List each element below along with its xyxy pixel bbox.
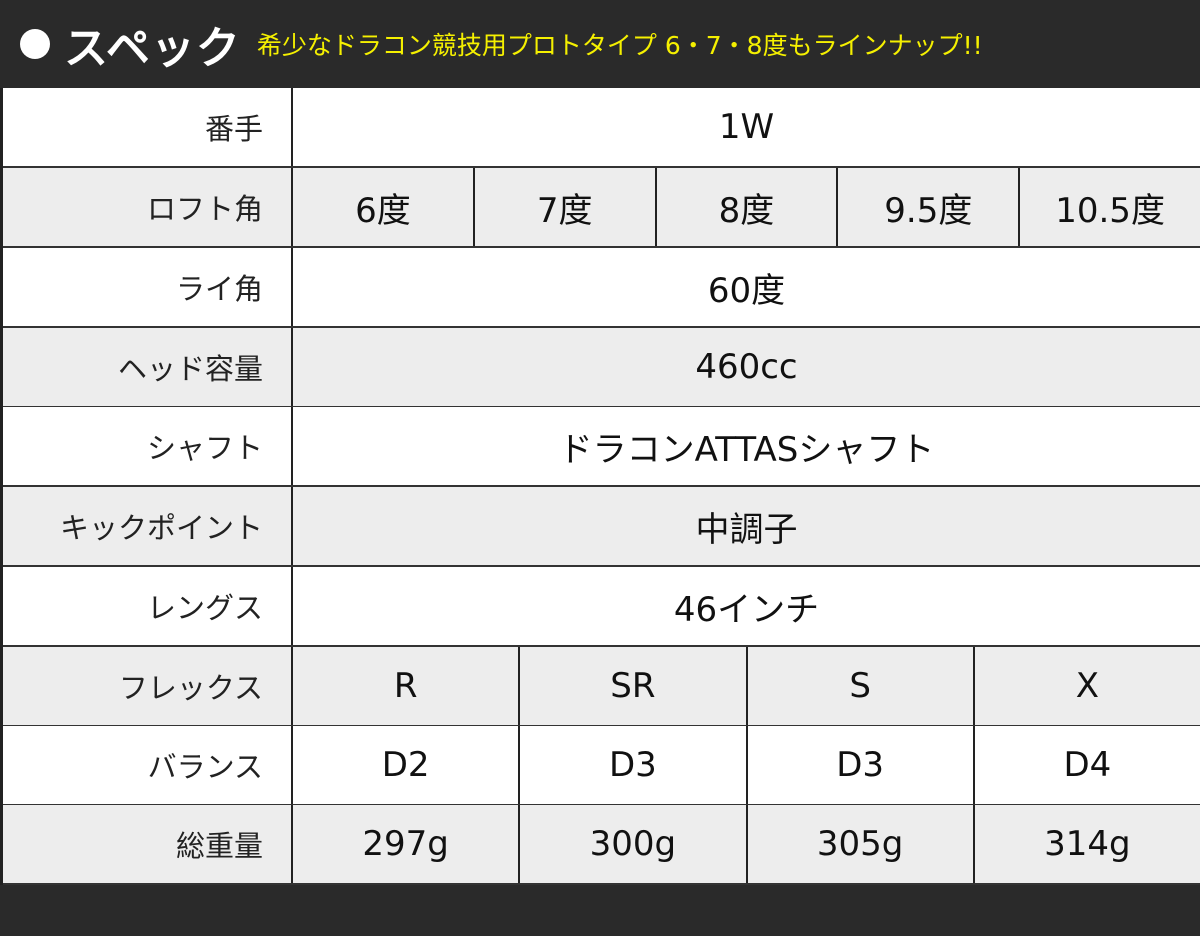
value-cell: ドラコンATTASシャフト [558, 429, 935, 470]
row-label: ライ角 [3, 248, 293, 326]
spec-row: 総重量 297g 300g 305g 314g [3, 805, 1200, 885]
value-cell: D3 [748, 726, 975, 804]
row-label: ロフト角 [3, 168, 293, 246]
value-cell: 297g [293, 805, 521, 883]
value-cell: 46インチ [673, 589, 820, 630]
value-cell: 6度 [293, 168, 475, 246]
section-subtitle: 希少なドラコン競技用プロトタイプ 6・7・8度もラインナップ!! [256, 31, 983, 60]
row-values: 中調子 [293, 487, 1200, 565]
row-label: レングス [3, 567, 293, 645]
row-values: R SR S X [293, 647, 1200, 725]
row-label: キックポイント [3, 487, 293, 565]
spec-row: ヘッド容量 460cc [3, 328, 1200, 408]
value-cell: 中調子 [695, 509, 798, 550]
value-cell: 1W [718, 107, 775, 147]
spec-row: 番手 1W [3, 88, 1200, 168]
spec-row: シャフト ドラコンATTASシャフト [3, 407, 1200, 487]
bullet-icon [20, 29, 50, 59]
value-cell: D2 [293, 726, 521, 804]
value-cell: 10.5度 [1055, 190, 1165, 231]
row-values: D2 D3 D3 D4 [293, 726, 1200, 804]
row-values: ドラコンATTASシャフト [293, 407, 1200, 485]
value-cell: 300g [520, 805, 748, 883]
row-values: 460cc [293, 328, 1200, 406]
row-label: 番手 [3, 88, 293, 166]
value-cell: 60度 [707, 270, 786, 311]
value-cell: R [293, 647, 521, 725]
row-label: シャフト [3, 407, 293, 485]
spec-row: キックポイント 中調子 [3, 487, 1200, 567]
spec-row: フレックス R SR S X [3, 647, 1200, 727]
spec-row: レングス 46インチ [3, 567, 1200, 647]
value-cell: S [748, 647, 975, 725]
row-label: 総重量 [3, 805, 293, 883]
value-cell: 314g [1044, 824, 1131, 864]
value-cell: D3 [520, 726, 748, 804]
row-values: 46インチ [293, 567, 1200, 645]
row-label: バランス [3, 726, 293, 804]
row-values: 60度 [293, 248, 1200, 326]
section-header: スペック 希少なドラコン競技用プロトタイプ 6・7・8度もラインナップ!! [0, 0, 1200, 88]
spec-row: ロフト角 6度 7度 8度 9.5度 10.5度 [3, 168, 1200, 248]
value-cell: 7度 [475, 168, 657, 246]
value-cell: SR [520, 647, 748, 725]
spec-row: ライ角 60度 [3, 248, 1200, 328]
value-cell: 9.5度 [838, 168, 1021, 246]
value-cell: D4 [1063, 745, 1112, 785]
value-cell: 8度 [657, 168, 839, 246]
row-label: フレックス [3, 647, 293, 725]
spec-table: 番手 1W ロフト角 6度 7度 8度 9.5度 10.5度ライ角 60度ヘッド容量 460cc シ… [0, 88, 1200, 885]
row-values: 297g 300g 305g 314g [293, 805, 1200, 883]
spec-row: バランス D2 D3 D3 D4 [3, 726, 1200, 806]
value-cell: 460cc [695, 347, 798, 387]
section-title: スペック [64, 23, 241, 74]
value-cell: 305g [748, 805, 975, 883]
row-values: 6度 7度 8度 9.5度 10.5度 [293, 168, 1200, 246]
row-values: 1W [293, 88, 1200, 166]
row-label: ヘッド容量 [3, 328, 293, 406]
value-cell: X [1075, 666, 1100, 706]
